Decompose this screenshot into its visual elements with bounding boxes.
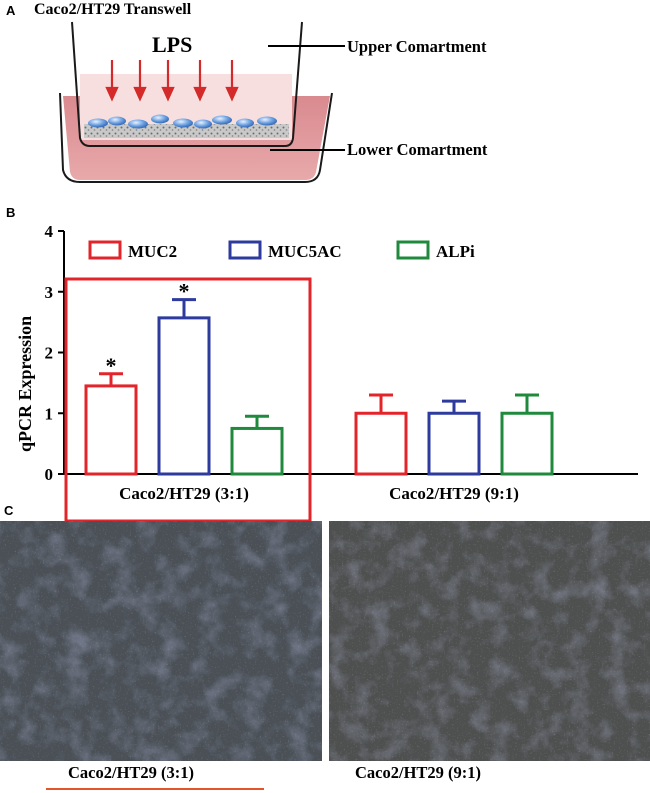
panel-letter-a: A <box>6 3 16 18</box>
lps-arrows <box>105 60 239 102</box>
micrograph-3to1 <box>0 521 322 761</box>
caption-underline <box>46 788 264 790</box>
bar <box>84 384 138 476</box>
legend-swatch <box>88 240 122 260</box>
lower-compartment-label: Lower Comartment <box>347 140 488 159</box>
bar <box>354 411 408 476</box>
legend-label: MUC5AC <box>268 242 342 261</box>
y-tick-label: 1 <box>45 404 54 423</box>
panel-letter-b: B <box>6 205 16 220</box>
bar <box>500 411 554 476</box>
y-axis-label: qPCR Expression <box>15 315 35 452</box>
qpcr-bar-chart: 0 1 2 3 4 * * Caco2/HT29 (3:1) Caco2/HT29 (9:1) M… <box>45 222 638 523</box>
bar <box>157 316 211 476</box>
y-tick-label: 3 <box>45 283 54 302</box>
y-tick-label: 0 <box>45 465 54 484</box>
transwell-title: Caco2/HT29 Transwell <box>34 1 192 18</box>
group-label: Caco2/HT29 (9:1) <box>389 484 519 503</box>
transwell-diagram <box>59 21 345 183</box>
micrograph-caption-9to1: Caco2/HT29 (9:1) <box>355 763 482 782</box>
bar <box>230 426 284 476</box>
bar <box>427 411 481 476</box>
cell-layer <box>88 114 277 129</box>
significance-star: * <box>179 279 190 304</box>
upper-compartment-label: Upper Comartment <box>347 37 487 56</box>
group-label: Caco2/HT29 (3:1) <box>119 484 249 503</box>
y-tick-label: 2 <box>45 344 54 363</box>
outer-well <box>59 92 333 183</box>
legend-swatch <box>396 240 430 260</box>
legend-label: ALPi <box>436 242 475 261</box>
micrograph-caption-3to1: Caco2/HT29 (3:1) <box>68 763 195 782</box>
legend-label: MUC2 <box>128 242 177 261</box>
micrograph-9to1 <box>329 521 650 761</box>
y-tick-label: 4 <box>45 222 54 241</box>
significance-star: * <box>106 353 117 378</box>
lps-label: LPS <box>152 32 193 57</box>
legend-swatch <box>228 240 262 260</box>
insert-walls <box>71 21 303 147</box>
panel-letter-c: C <box>4 503 14 518</box>
